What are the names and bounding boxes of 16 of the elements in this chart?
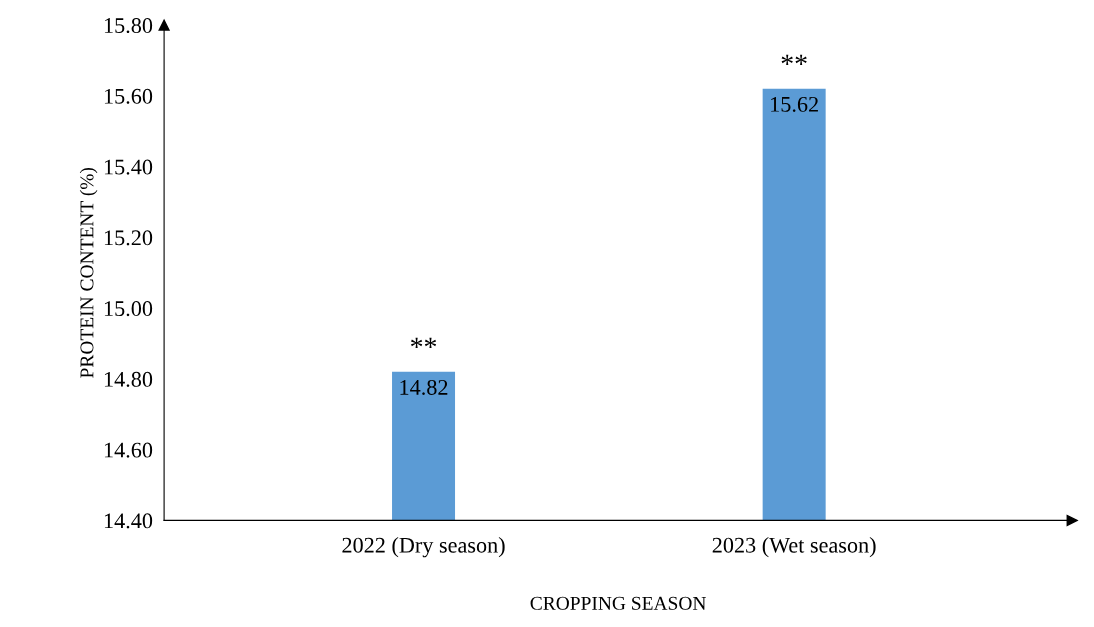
- y-tick-label: 15.00: [104, 301, 153, 317]
- y-tick-label: 15.60: [104, 88, 153, 104]
- data-label: 15.62: [771, 96, 818, 112]
- x-tick-label: 2023 (Wet season): [712, 537, 876, 558]
- y-tick-label: 14.60: [104, 442, 153, 458]
- y-tick-label: 14.80: [104, 371, 153, 387]
- x-axis-title: CROPPING SEASON: [530, 596, 706, 610]
- y-tick-label: 15.40: [104, 159, 153, 175]
- y-tick-label: 14.40: [104, 513, 153, 529]
- annotation: **: [411, 337, 437, 348]
- y-tick-label: 15.20: [104, 230, 153, 246]
- data-label: 14.82: [400, 379, 448, 395]
- y-tick-label: 15.80: [104, 18, 153, 34]
- annotation: **: [781, 54, 807, 65]
- x-tick-label: 2022 (Dry season): [342, 537, 505, 558]
- y-axis-title: PROTEIN CONTENT (%): [79, 167, 98, 378]
